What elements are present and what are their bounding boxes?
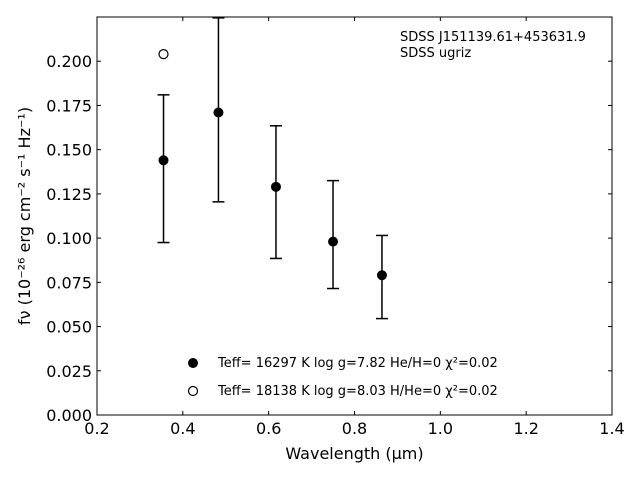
- x-tick-label: 1.0: [428, 419, 453, 438]
- axis-ticks: 0.2 0.4 0.6 0.8 1.0 1.2 1.4 0.000 0.025 0.050 0.07…: [46, 17, 625, 438]
- x-tick-label: 1.4: [599, 419, 624, 438]
- y-tick-label: 0.200: [46, 52, 92, 71]
- error-bar: [327, 179, 340, 290]
- error-bar: [212, 17, 225, 203]
- legend: Teff= 16297 K log g=7.82 He/H=0 χ²=0.02 …: [187, 356, 498, 399]
- y-tick-label: 0.000: [46, 406, 92, 425]
- y-tick-label: 0.175: [46, 96, 92, 115]
- x-tick-label: 0.6: [256, 419, 281, 438]
- legend-label-1: Teff= 18138 K log g=8.03 H/He=0 χ²=0.02: [217, 384, 498, 399]
- x-axis-label: Wavelength (μm): [285, 444, 423, 463]
- observed-point: [328, 236, 339, 247]
- y-tick-label: 0.050: [46, 318, 92, 337]
- error-bar: [269, 125, 282, 260]
- x-tick-label: 0.2: [84, 419, 109, 438]
- x-tick-label: 0.4: [170, 419, 195, 438]
- observed-point: [270, 181, 281, 192]
- error-bar: [375, 234, 388, 320]
- model-point-series-1: [158, 49, 169, 60]
- y-tick-label: 0.075: [46, 273, 92, 292]
- legend-marker-filled: [188, 358, 198, 368]
- x-tick-label: 0.8: [342, 419, 367, 438]
- observed-point: [213, 107, 224, 118]
- data-marks: [157, 17, 388, 320]
- y-axis-label: fν (10⁻²⁶ erg cm⁻² s⁻¹ Hz⁻¹): [15, 107, 34, 325]
- x-tick-label: 1.2: [513, 419, 538, 438]
- y-tick-label: 0.025: [46, 362, 92, 381]
- annotation-filter-set: SDSS ugriz: [400, 46, 471, 61]
- error-bar: [157, 94, 170, 244]
- legend-marker-open: [187, 385, 199, 397]
- observed-point: [376, 270, 387, 281]
- observed-point: [158, 155, 169, 166]
- y-tick-label: 0.150: [46, 141, 92, 160]
- y-tick-label: 0.125: [46, 185, 92, 204]
- legend-label-0: Teff= 16297 K log g=7.82 He/H=0 χ²=0.02: [217, 356, 498, 371]
- annotation-object-name: SDSS J151139.61+453631.9: [400, 30, 586, 45]
- y-tick-label: 0.100: [46, 229, 92, 248]
